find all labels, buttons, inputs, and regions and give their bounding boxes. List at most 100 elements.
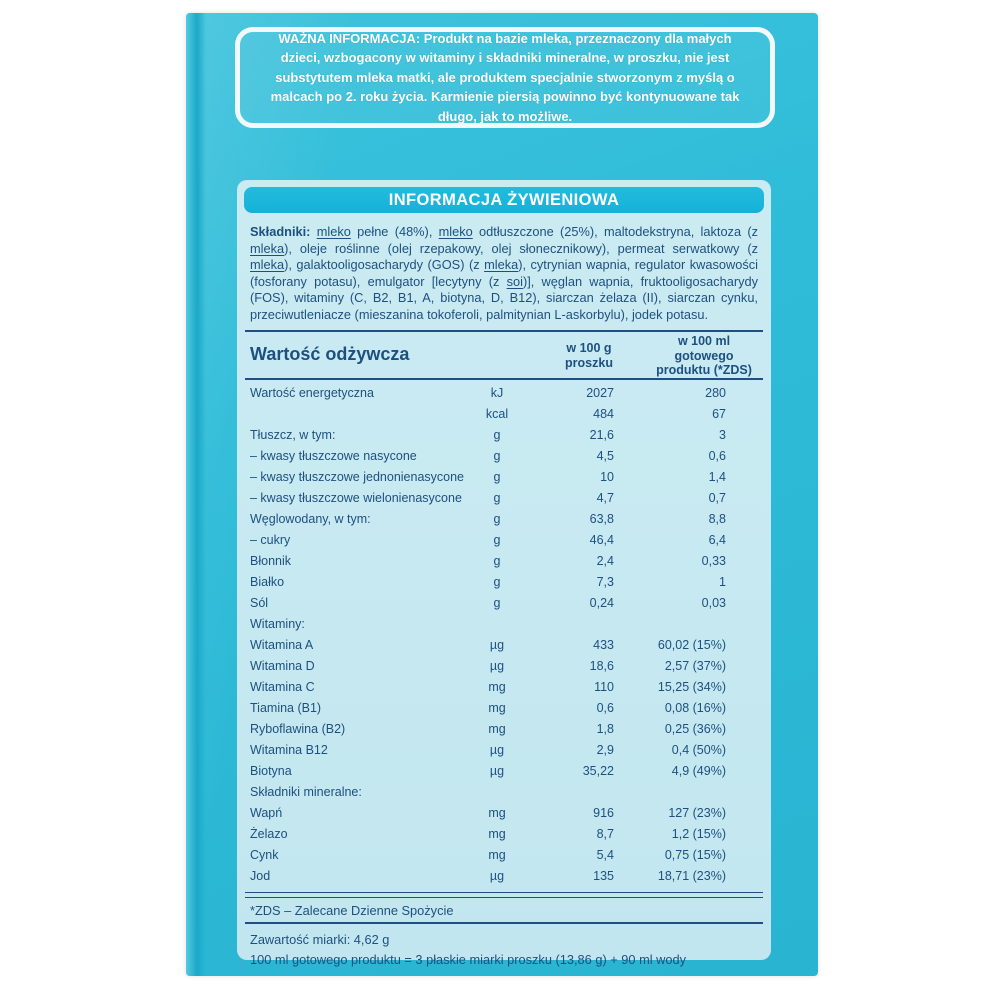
row-label: Witaminy:: [250, 616, 305, 631]
row-unit: g: [493, 595, 501, 610]
row-unit: g: [493, 532, 501, 547]
row-per100ml: 0,6: [708, 448, 726, 463]
row-per100g: 0,6: [596, 700, 614, 715]
row-per100g: 21,6: [589, 427, 614, 442]
row-unit: µg: [489, 742, 505, 757]
allergen-term: soi: [506, 273, 523, 289]
row-label: Witamina D: [250, 658, 315, 673]
row-per100ml: 2,57 (37%): [664, 658, 726, 673]
allergen-term: mleko: [438, 224, 473, 239]
row-per100ml: 0,08 (16%): [664, 700, 726, 715]
row-unit: µg: [489, 868, 505, 883]
table-row: kcal 484 67: [237, 403, 771, 424]
row-label: Wartość energetyczna: [250, 385, 374, 400]
row-per100ml: 0,4 (50%): [671, 742, 726, 757]
table-row: – kwasy tłuszczowe nasycone g 4,5 0,6: [237, 445, 771, 466]
row-label: – cukry: [250, 532, 291, 547]
table-row: Tiamina (B1) mg 0,6 0,08 (16%): [237, 697, 771, 718]
row-per100g: 46,4: [589, 532, 614, 547]
row-per100ml: 0,25 (36%): [664, 721, 726, 736]
row-per100ml: 1: [719, 574, 726, 589]
table-row: – cukry g 46,4 6,4: [237, 529, 771, 550]
row-unit: mg: [488, 826, 506, 841]
important-info-text: WAŻNA INFORMACJA: Produkt na bazie mleka…: [270, 30, 740, 124]
row-unit: g: [493, 427, 501, 442]
ingredients-label: Składniki:: [250, 224, 317, 239]
table-row: Wapń mg 916 127 (23%): [237, 802, 771, 823]
row-per100g: 10: [600, 469, 614, 484]
table-row: Sól g 0,24 0,03: [237, 592, 771, 613]
row-unit: µg: [489, 658, 505, 673]
row-per100g: 110: [594, 679, 614, 694]
row-per100ml: 4,9 (49%): [671, 763, 726, 778]
ingredients-segment: pełne (48%),: [350, 224, 439, 239]
col-header-per-100g: w 100 g proszku: [565, 341, 613, 370]
nutrition-rows: Wartość energetyczna kJ 2027 280 kcal 484 67 Tł…: [237, 382, 771, 886]
row-per100g: 484: [593, 406, 614, 421]
row-per100ml: 67: [712, 406, 726, 421]
table-row: Witamina B12 µg 2,9 0,4 (50%): [237, 739, 771, 760]
important-info-box: WAŻNA INFORMACJA: Produkt na bazie mleka…: [235, 27, 775, 128]
ingredients-segment: odtłuszczone (25%), maltodekstryna, lakt…: [472, 224, 758, 239]
table-row: Tłuszcz, w tym: g 21,6 3: [237, 424, 771, 445]
row-label: Witamina C: [250, 679, 315, 694]
ingredients-segment: )], węglan wapnia, fruktooligosacharydy …: [250, 273, 758, 322]
row-per100ml: 1,4: [708, 469, 726, 484]
row-label: Tiamina (B1): [250, 700, 322, 715]
row-per100g: 63,8: [589, 511, 614, 526]
row-label: Ryboflawina (B2): [250, 721, 346, 736]
table-row: Białko g 7,3 1: [237, 571, 771, 592]
ingredients-paragraph: Składniki: mleko pełne (48%), mleko odtł…: [237, 220, 771, 323]
row-unit: mg: [488, 805, 506, 820]
table-row: Witamina D µg 18,6 2,57 (37%): [237, 655, 771, 676]
row-per100g: 4,7: [596, 490, 614, 505]
ingredients-segment: ), cytrynian wapnia, regulator kwasowośc…: [250, 257, 758, 289]
table-row: – kwasy tłuszczowe jednonienasycone g 10 1,…: [237, 466, 771, 487]
row-per100g: 135: [593, 868, 614, 883]
row-unit: g: [493, 490, 501, 505]
row-per100ml: 18,71 (23%): [657, 868, 726, 883]
row-per100ml: 280: [705, 385, 726, 400]
panel-title: INFORMACJA ŻYWIENIOWA: [388, 190, 620, 209]
row-label: Błonnik: [250, 553, 291, 568]
row-per100g: 4,5: [596, 448, 614, 463]
divider-footnote: [245, 922, 763, 924]
table-header: Wartość odżywcza w 100 g proszku w 100 m…: [237, 332, 771, 378]
row-label: Witamina A: [250, 637, 314, 652]
table-row: Cynk mg 5,4 0,75 (15%): [237, 844, 771, 865]
row-per100g: 0,24: [589, 595, 614, 610]
row-unit: µg: [489, 637, 505, 652]
table-row: Biotyna µg 35,22 4,9 (49%): [237, 760, 771, 781]
col-header-per-100ml: w 100 ml gotowego produktu (*ZDS): [656, 334, 752, 377]
row-per100ml: 8,8: [708, 511, 726, 526]
divider-header: [245, 378, 763, 380]
row-unit: g: [493, 511, 501, 526]
row-label: Białko: [250, 574, 285, 589]
allergen-term: mleka: [484, 257, 519, 272]
row-label: Jod: [250, 868, 271, 883]
row-per100g: 18,6: [589, 658, 614, 673]
ingredients-text: mleko pełne (48%), mleko odtłuszczone (2…: [250, 224, 758, 322]
package-side-edge: [186, 13, 206, 976]
row-per100ml: 0,7: [708, 490, 726, 505]
panel-title-bar: INFORMACJA ŻYWIENIOWA: [244, 187, 764, 213]
row-per100ml: 127 (23%): [668, 805, 726, 820]
row-label: Tłuszcz, w tym:: [250, 427, 336, 442]
section-row: Składniki mineralne:: [237, 781, 771, 802]
row-label: Sól: [250, 595, 269, 610]
row-per100ml: 1,2 (15%): [671, 826, 726, 841]
row-label: Węglowodany, w tym:: [250, 511, 371, 526]
table-row: Witamina C mg 110 15,25 (34%): [237, 676, 771, 697]
ingredients-segment: ), galaktooligosacharydy (GOS) (z: [284, 257, 485, 272]
allergen-term: mleka: [250, 240, 285, 256]
row-per100g: 2027: [586, 385, 614, 400]
row-unit: g: [493, 469, 501, 484]
divider-top: [245, 330, 763, 332]
row-label: Cynk: [250, 847, 279, 862]
row-per100g: 916: [593, 805, 614, 820]
row-per100ml: 0,33: [701, 553, 726, 568]
scoop-content-line: Zawartość miarki: 4,62 g: [250, 932, 390, 947]
row-per100g: 7,3: [596, 574, 614, 589]
preparation-info: Zawartość miarki: 4,62 g 100 ml gotowego…: [237, 924, 771, 969]
